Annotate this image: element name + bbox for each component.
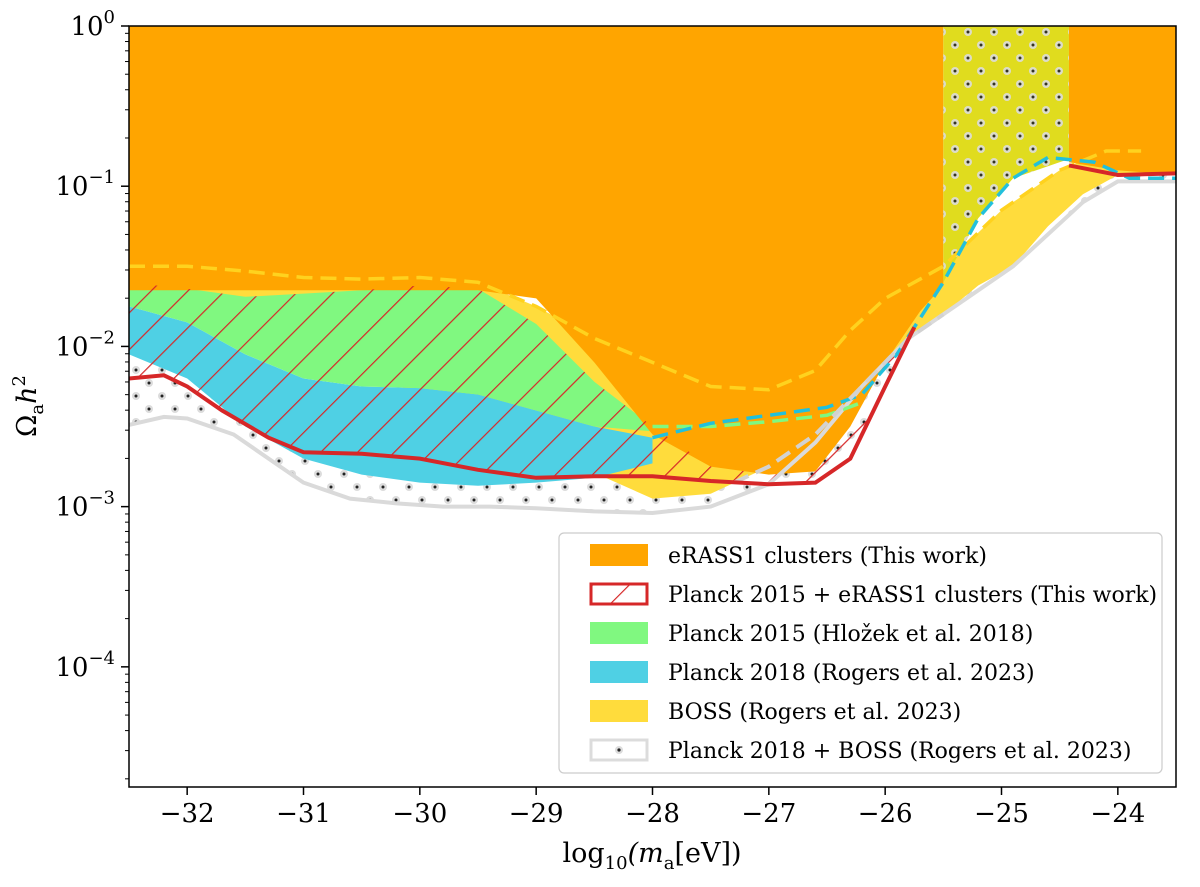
planck2018-boss-line <box>129 179 1176 516</box>
y-axis-label: Ωah2 <box>9 375 48 437</box>
legend-swatch-boss <box>590 700 648 722</box>
legend-label-erass: eRASS1 clusters (This work) <box>668 544 987 569</box>
legend-box <box>558 532 1163 774</box>
x-label-sub: 10 <box>605 853 628 874</box>
boss-overlap-dots <box>943 26 1069 283</box>
y-tick-label: 100 <box>70 7 115 42</box>
x-tick-label: −32 <box>160 799 215 829</box>
x-axis: −32 −31 −30 −29 −28 −27 −26 −25 −24 <box>160 787 1145 829</box>
gray-dashed-line <box>733 312 945 485</box>
planck2018-boss-region <box>129 175 1176 513</box>
x-tick-label: −26 <box>858 799 913 829</box>
erass-region <box>129 26 1176 475</box>
y-label-sub: a <box>27 404 48 415</box>
x-tick-label: −30 <box>392 799 447 829</box>
plot-area <box>129 26 1176 516</box>
legend-swatch-planck2015-erass <box>589 582 649 606</box>
x-tick-label: −29 <box>509 799 564 829</box>
legend-swatch-planck2018 <box>590 661 648 683</box>
y-label-omega: Ω <box>12 415 43 437</box>
x-tick-label: −27 <box>741 799 796 829</box>
x-tick-label: −24 <box>1090 799 1145 829</box>
legend-label-boss: BOSS (Rogers et al. 2023) <box>668 700 961 725</box>
legend-label-planck2018-boss: Planck 2018 + BOSS (Rogers et al. 2023) <box>668 739 1131 764</box>
legend-label-planck2015-erass: Planck 2015 + eRASS1 clusters (This work… <box>668 583 1157 608</box>
y-tick-label: 10−1 <box>55 167 115 202</box>
legend-swatch-planck2015 <box>590 622 648 644</box>
x-axis-label: log10(ma[eV]) <box>562 838 741 874</box>
legend-swatch-erass <box>590 544 648 566</box>
x-label-log: log <box>562 838 604 869</box>
y-label-sup: 2 <box>9 375 30 386</box>
x-tick-label: −28 <box>625 799 680 829</box>
legend-label-planck2018: Planck 2018 (Rogers et al. 2023) <box>668 661 1035 686</box>
x-label-open: (m <box>628 838 664 869</box>
y-tick-label: 10−3 <box>55 488 115 523</box>
x-label-close: [eV]) <box>674 838 741 869</box>
x-label-msub: a <box>664 853 675 874</box>
planck2015-erass-line <box>129 326 917 487</box>
legend-dot-center-icon <box>617 748 621 752</box>
legend: eRASS1 clusters (This work) Planck 2015 … <box>558 532 1163 774</box>
planck2015-erass-line-right <box>1068 163 1176 178</box>
x-tick-label: −25 <box>974 799 1029 829</box>
y-label-h: h <box>12 386 43 403</box>
legend-label-planck2015: Planck 2015 (Hložek et al. 2018) <box>668 622 1033 647</box>
planck2015-dashed-line <box>652 400 863 429</box>
boss-dashed-line <box>129 149 1142 392</box>
planck2015-erass-hatch <box>129 285 915 485</box>
y-tick-label: 10−2 <box>55 327 115 362</box>
y-tick-label: 10−4 <box>55 648 115 683</box>
planck2018-dashed-line <box>652 155 1176 440</box>
x-tick-label: −31 <box>276 799 331 829</box>
y-axis: 100 10−1 10−2 10−3 10−4 <box>55 7 129 780</box>
